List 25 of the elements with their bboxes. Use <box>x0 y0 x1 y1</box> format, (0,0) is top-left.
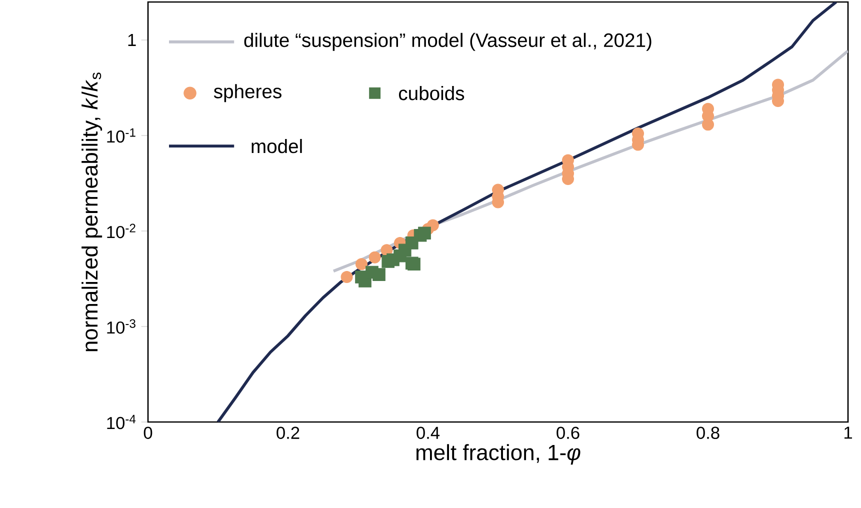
point <box>380 244 393 256</box>
y-tick-label: 1 <box>128 34 136 46</box>
x-tick-label: 0.6 <box>556 426 580 439</box>
legend-label: cuboids <box>398 86 464 100</box>
legend-label: model <box>252 138 302 154</box>
x-tick-label: 0.4 <box>416 426 440 439</box>
x-tick-label: 0.8 <box>696 426 720 439</box>
point <box>372 268 386 281</box>
line-series <box>332 49 848 273</box>
point <box>702 118 714 131</box>
point <box>340 270 353 283</box>
x-tick-label: 0 <box>144 426 152 439</box>
x-tick-label: 0.2 <box>276 426 300 439</box>
y-tick-label: 10$^{-1}$ <box>107 128 136 143</box>
y-tick-label: 10$^{-3}$ <box>107 319 136 334</box>
x-tick-label: 1 <box>844 426 852 439</box>
point <box>356 258 368 270</box>
legend-label: spheres <box>214 84 282 102</box>
y-tick-label: 10$^{-4}$ <box>107 414 136 430</box>
legend-label: dilute “suspension” model (Vasseur et al., 2021) <box>244 32 652 51</box>
point <box>418 226 431 240</box>
point <box>368 251 381 264</box>
y-axis-title: normalized permeability, k/k$_{s}$ <box>82 72 102 352</box>
x-axis-title: melt fraction, 1-φ <box>416 444 580 465</box>
y-tick-label: 10$^{-2}$ <box>107 224 136 238</box>
